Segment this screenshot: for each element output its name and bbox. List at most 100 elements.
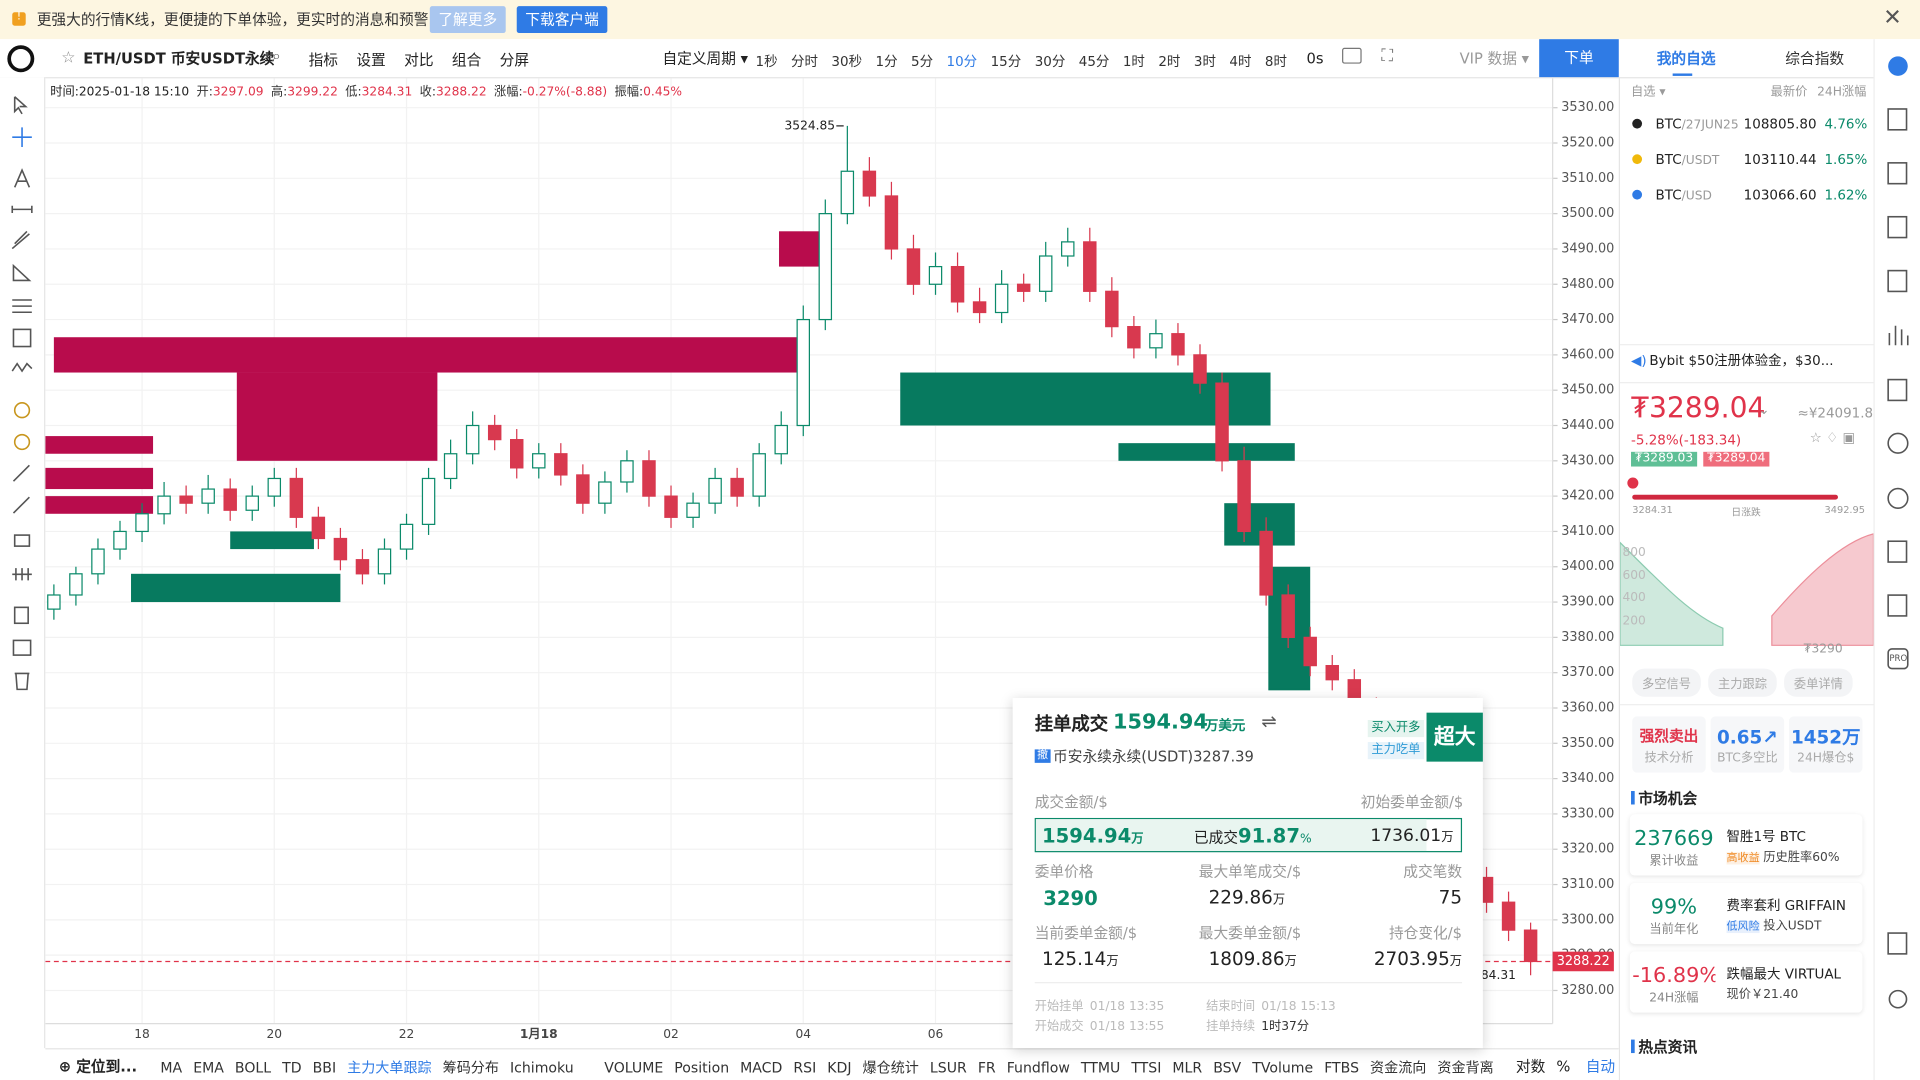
search[interactable]: ⌕ [271, 47, 281, 67]
tool-crosshair[interactable] [12, 127, 32, 147]
close-banner[interactable]: ✕ [1883, 4, 1902, 31]
swap-icon[interactable]: ⇌ [1261, 710, 1277, 733]
card[interactable] [1629, 882, 1863, 945]
indicator[interactable]: 资金背离 [1437, 1059, 1494, 1077]
side-icon[interactable] [1887, 162, 1908, 185]
learn-more-button[interactable]: 了解更多 [429, 6, 506, 34]
period[interactable]: 3时 [1193, 53, 1216, 70]
indicator[interactable]: FR [977, 1059, 996, 1077]
indicator[interactable]: EMA [193, 1059, 224, 1077]
period[interactable]: 8时 [1264, 53, 1287, 70]
screenshot[interactable] [1342, 47, 1362, 64]
indicator[interactable]: TD [282, 1059, 302, 1077]
period[interactable]: 15分 [990, 53, 1022, 70]
news-bar[interactable] [1620, 344, 1874, 384]
tool[interactable]: 指标 [308, 51, 338, 69]
period[interactable]: 30秒 [831, 53, 863, 70]
side-icon[interactable] [1887, 932, 1908, 955]
indicator[interactable]: BSV [1213, 1059, 1242, 1077]
tool-delete[interactable] [14, 672, 30, 691]
watch-name[interactable]: BTC/27JUN25 [1656, 118, 1739, 133]
quote-icons[interactable]: ☆ ♢ ▣ [1809, 429, 1856, 446]
tab-watchlist[interactable]: 我的自选 [1656, 50, 1716, 68]
period[interactable]: 4时 [1229, 53, 1252, 70]
indicator[interactable]: KDJ [827, 1059, 852, 1077]
tool-layers[interactable] [13, 606, 29, 625]
side-icon[interactable] [1887, 648, 1909, 670]
side-icon[interactable] [1888, 325, 1909, 346]
watch-name[interactable]: BTC/USD [1656, 189, 1712, 204]
tool-fib[interactable] [12, 299, 32, 314]
panel-button[interactable]: 委单详情 [1784, 668, 1853, 697]
side-icon[interactable] [1887, 215, 1908, 239]
indicator[interactable]: VOLUME [604, 1059, 664, 1077]
tool-line[interactable] [11, 205, 33, 214]
indicator[interactable]: RSI [793, 1059, 817, 1077]
indicator[interactable]: TTSI [1131, 1059, 1162, 1077]
indicator[interactable]: TTMU [1080, 1059, 1121, 1077]
card[interactable] [1629, 814, 1863, 876]
period[interactable]: 45分 [1078, 53, 1110, 70]
watch-name[interactable]: BTC/USDT [1656, 153, 1720, 168]
tool-edit[interactable] [12, 639, 32, 656]
percent-toggle[interactable]: % [1556, 1057, 1571, 1076]
tool[interactable]: 组合 [451, 51, 482, 69]
side-icon[interactable] [1888, 56, 1908, 76]
side-icon[interactable] [1887, 432, 1909, 454]
log-toggle[interactable]: 对数 [1515, 1057, 1546, 1076]
indicator[interactable]: 筹码分布 [442, 1059, 499, 1077]
side-icon[interactable] [1887, 108, 1908, 131]
custom-period[interactable]: 自定义周期 ▾ [662, 50, 748, 68]
tool-channel[interactable] [11, 230, 30, 250]
side-icon[interactable] [1887, 269, 1908, 293]
indicator[interactable]: LSUR [929, 1059, 967, 1077]
indicator[interactable]: FTBS [1324, 1059, 1360, 1077]
tool-text[interactable] [13, 168, 31, 188]
period[interactable]: 10分 [946, 53, 978, 70]
tool-visibility[interactable] [12, 568, 32, 581]
tool-brush[interactable] [12, 496, 30, 514]
indicator[interactable]: Ichimoku [509, 1059, 574, 1077]
indicator[interactable]: 爆仓统计 [862, 1059, 919, 1077]
news-text[interactable]: Bybit $50注册体验金，$30... [1649, 352, 1834, 369]
side-icon[interactable] [1887, 378, 1908, 402]
symbol[interactable]: ETH/USDT 币安USDT永续 [83, 50, 275, 68]
vip-data[interactable]: VIP 数据 ▾ [1459, 50, 1529, 68]
period[interactable]: 2时 [1158, 53, 1181, 70]
card[interactable] [1629, 951, 1863, 1013]
tab-index[interactable]: 综合指数 [1785, 50, 1845, 68]
period[interactable]: 1分 [875, 53, 898, 70]
auto-toggle[interactable]: 自动 [1585, 1057, 1616, 1076]
download-button[interactable]: 下载客户端 [516, 6, 608, 34]
period[interactable]: 5分 [911, 53, 934, 70]
favorite-star[interactable]: ☆ [61, 48, 76, 68]
side-icon[interactable] [1888, 989, 1908, 1009]
tool-pattern[interactable] [13, 402, 31, 419]
tool-lock[interactable] [13, 534, 31, 547]
period[interactable]: 分时 [791, 53, 818, 70]
tool-wave[interactable] [11, 362, 33, 373]
period[interactable]: 1秒 [755, 53, 778, 70]
tool-box[interactable] [12, 328, 32, 348]
indicator[interactable]: MA [160, 1059, 183, 1077]
period[interactable]: 30分 [1034, 53, 1066, 70]
indicator[interactable]: 资金流向 [1370, 1059, 1427, 1077]
indicator[interactable]: MLR [1172, 1059, 1203, 1077]
indicator[interactable]: BOLL [234, 1059, 272, 1077]
indicator[interactable]: Fundflow [1006, 1059, 1070, 1077]
side-icon[interactable] [1887, 487, 1909, 509]
side-icon[interactable] [1887, 594, 1908, 617]
period[interactable]: 1时 [1122, 53, 1145, 70]
tool[interactable]: 对比 [404, 51, 434, 69]
tool[interactable]: 设置 [356, 51, 386, 69]
panel-button[interactable]: 主力跟踪 [1708, 668, 1777, 697]
tool-triangle[interactable] [12, 263, 32, 282]
indicator[interactable]: MACD [740, 1059, 783, 1077]
tool-ruler[interactable] [12, 464, 30, 482]
panel-button[interactable]: 多空信号 [1632, 668, 1701, 697]
tool-pattern-2[interactable] [13, 433, 31, 451]
indicator[interactable]: TVolume [1252, 1059, 1314, 1077]
order-button[interactable]: 下单 [1539, 39, 1619, 78]
indicator[interactable]: BBI [312, 1059, 337, 1077]
indicator[interactable]: 主力大单跟踪 [347, 1059, 432, 1077]
